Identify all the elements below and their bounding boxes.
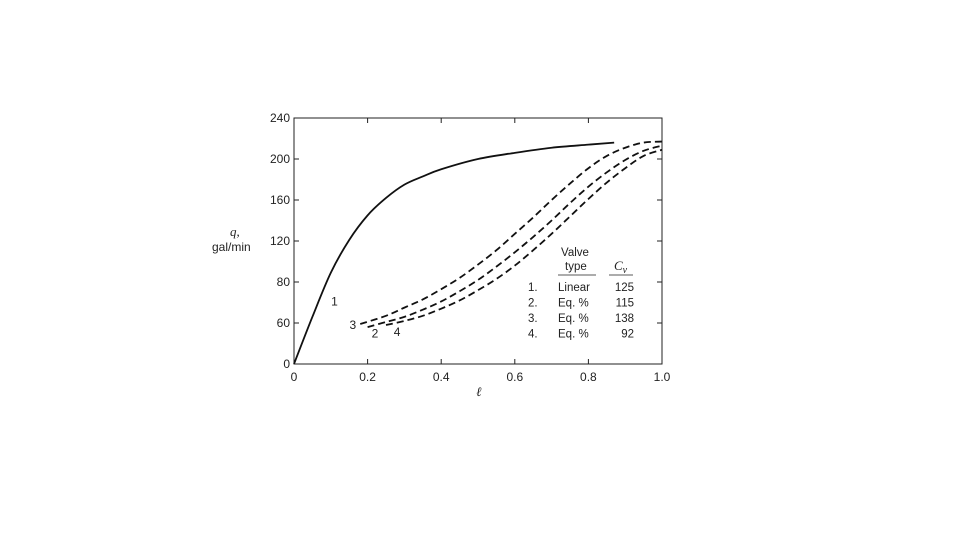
- x-tick-label: 1.0: [654, 370, 671, 384]
- series-line-2: [367, 144, 663, 328]
- x-tick-label: 0.4: [433, 370, 450, 384]
- legend-rows: 1. Linear 125 2. Eq. % 115 3. Eq. % 138 4. Eq. % 92: [528, 282, 634, 341]
- series-line-4: [385, 148, 663, 326]
- y-tick-label: 200: [270, 152, 290, 166]
- legend-row-cv: 125: [615, 282, 634, 294]
- y-axis: 0 60 80 120 160 200 240: [270, 111, 662, 371]
- curve-label: 3: [350, 318, 357, 332]
- legend-row-type: Linear: [558, 282, 590, 294]
- series-line-3: [359, 140, 663, 325]
- x-tick-label: 0: [291, 370, 298, 384]
- legend-row-type: Eq. %: [558, 298, 589, 310]
- x-tick-label: 0.6: [506, 370, 523, 384]
- x-tick-label: 0.8: [580, 370, 597, 384]
- legend-row-cv: 92: [621, 329, 634, 341]
- legend-row-number: 4.: [528, 329, 538, 341]
- y-tick-label: 160: [270, 193, 290, 207]
- legend-row-number: 3.: [528, 313, 538, 325]
- series-layer: [293, 140, 663, 365]
- y-tick-label: 0: [283, 357, 290, 371]
- legend: Valve type Cv 1. Linear 125 2. Eq. % 115 3. Eq.…: [528, 247, 634, 341]
- legend-row-type: Eq. %: [558, 329, 589, 341]
- y-axis-unit: gal/min: [212, 240, 251, 254]
- y-tick-label: 80: [277, 275, 291, 289]
- legend-header-cv: Cv: [614, 258, 628, 276]
- legend-row-cv: 138: [615, 313, 634, 325]
- y-tick-label: 120: [270, 234, 290, 248]
- legend-header-type2: type: [565, 261, 587, 273]
- legend-row-type: Eq. %: [558, 313, 589, 325]
- curve-labels: 13 2 4: [331, 294, 401, 340]
- legend-row-number: 2.: [528, 298, 538, 310]
- legend-row-cv: 115: [616, 298, 634, 310]
- x-tick-label: 0.2: [359, 370, 376, 384]
- y-tick-label: 60: [277, 316, 291, 330]
- curve-label: 1: [331, 294, 338, 308]
- curve-label: 4: [394, 325, 401, 339]
- x-axis-title: ℓ: [476, 384, 482, 399]
- legend-header-type: Valve: [561, 247, 589, 259]
- y-tick-label: 240: [270, 111, 290, 125]
- legend-row-number: 1.: [528, 282, 538, 294]
- series-line-1: [293, 141, 615, 365]
- curve-label: 2: [372, 326, 379, 340]
- y-axis-symbol: q,: [230, 224, 240, 239]
- x-axis: 0 0.2 0.4 0.6 0.8 1.0: [291, 118, 671, 384]
